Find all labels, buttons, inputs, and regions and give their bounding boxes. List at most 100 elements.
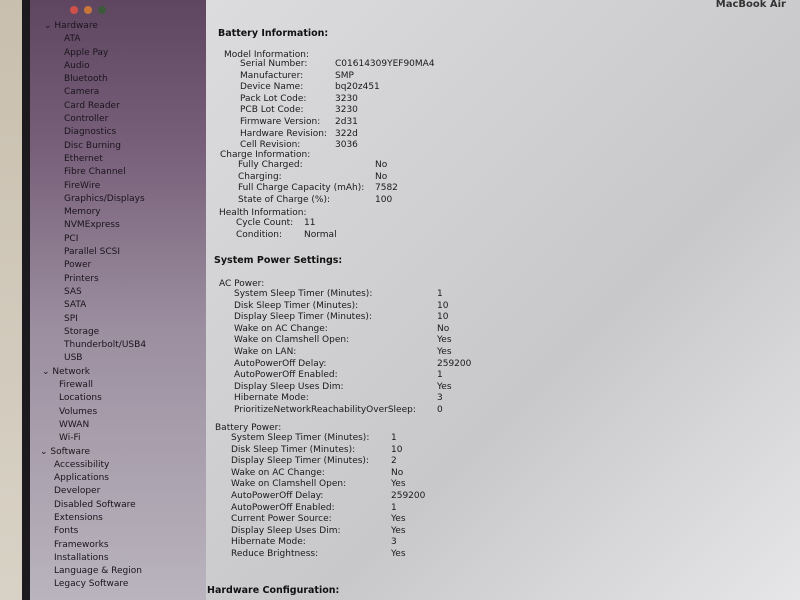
sidebar-item[interactable]: Power bbox=[64, 260, 92, 271]
sidebar-item[interactable]: FireWire bbox=[64, 180, 101, 191]
charge-information-rows: Fully Charged: No Charging: No Full Charge C… bbox=[238, 160, 398, 206]
sidebar-item[interactable]: Audio bbox=[64, 60, 90, 71]
sidebar-item[interactable]: Parallel SCSI bbox=[64, 247, 121, 258]
property-value: 3230 bbox=[335, 105, 358, 116]
sidebar-item[interactable]: Language & Region bbox=[54, 566, 142, 577]
desk-background bbox=[0, 0, 26, 600]
model-information-label: Model Information: bbox=[224, 50, 310, 60]
property-label: Current Power Source: bbox=[231, 514, 332, 525]
property-value: 259200 bbox=[437, 358, 472, 369]
sidebar-item[interactable]: PCI bbox=[64, 233, 79, 244]
property-row: Disk Sleep Timer (Minutes): 10 bbox=[231, 445, 425, 457]
sidebar-section-software[interactable]: ⌄ Software bbox=[40, 446, 91, 457]
sidebar-item[interactable]: Frameworks bbox=[54, 539, 109, 550]
sidebar-item[interactable]: SAS bbox=[64, 286, 82, 297]
property-value: 11 bbox=[304, 218, 316, 228]
sidebar-item[interactable]: Apple Pay bbox=[64, 47, 109, 58]
chevron-down-icon[interactable]: ⌄ bbox=[40, 446, 51, 457]
sidebar-section-hardware[interactable]: ⌄ Hardware bbox=[44, 21, 98, 31]
sidebar-item[interactable]: Diagnostics bbox=[64, 127, 117, 138]
property-value: Yes bbox=[391, 479, 406, 490]
minimize-button[interactable] bbox=[84, 6, 92, 14]
property-label: PCB Lot Code: bbox=[240, 105, 304, 116]
property-value: No bbox=[391, 467, 404, 478]
sidebar-item[interactable]: Legacy Software bbox=[54, 579, 129, 590]
property-label: AutoPowerOff Enabled: bbox=[234, 370, 338, 381]
sidebar-item[interactable]: Printers bbox=[64, 273, 99, 284]
sidebar-item[interactable]: Disc Burning bbox=[64, 140, 121, 151]
property-label: Disk Sleep Timer (Minutes): bbox=[234, 300, 359, 311]
sidebar-item[interactable]: Fonts bbox=[54, 526, 79, 537]
sidebar-section-network[interactable]: ⌄ Network bbox=[42, 366, 90, 377]
property-value: 7582 bbox=[375, 183, 398, 194]
sidebar-item[interactable]: Graphics/Displays bbox=[64, 193, 145, 204]
property-row: Charging: No bbox=[238, 172, 398, 184]
property-row: Wake on Clamshell Open: Yes bbox=[231, 479, 425, 491]
property-label: System Sleep Timer (Minutes): bbox=[234, 289, 373, 299]
property-row: AutoPowerOff Enabled: 1 bbox=[234, 370, 471, 382]
chevron-down-icon[interactable]: ⌄ bbox=[42, 366, 53, 377]
sidebar-item[interactable]: NVMExpress bbox=[64, 220, 120, 231]
sidebar-item[interactable]: Disabled Software bbox=[54, 499, 136, 510]
sidebar-item[interactable]: Controller bbox=[64, 114, 109, 125]
zoom-button[interactable] bbox=[98, 6, 106, 14]
property-value: 1 bbox=[437, 289, 443, 299]
property-value: Yes bbox=[391, 514, 406, 525]
property-value: Yes bbox=[437, 346, 452, 357]
sidebar-item[interactable]: Storage bbox=[64, 326, 100, 337]
sidebar-item[interactable]: Developer bbox=[54, 486, 101, 497]
property-value: Normal bbox=[304, 229, 337, 240]
property-row: Cycle Count: 11 bbox=[236, 218, 337, 230]
property-label: Serial Number: bbox=[240, 59, 308, 69]
sidebar-item[interactable]: Accessibility bbox=[54, 459, 110, 470]
property-row: Fully Charged: No bbox=[238, 160, 398, 172]
property-label: Disk Sleep Timer (Minutes): bbox=[231, 444, 356, 455]
sidebar-item[interactable]: Bluetooth bbox=[64, 74, 108, 85]
sidebar-item[interactable]: USB bbox=[64, 353, 83, 364]
property-value: Yes bbox=[391, 525, 406, 536]
property-label: AutoPowerOff Enabled: bbox=[231, 502, 335, 513]
sidebar-item[interactable]: Fibre Channel bbox=[64, 167, 126, 178]
sidebar-item[interactable]: WWAN bbox=[59, 419, 90, 430]
property-row: AutoPowerOff Enabled: 1 bbox=[231, 503, 425, 515]
sidebar-item[interactable]: SPI bbox=[64, 313, 78, 324]
sidebar-item[interactable]: Memory bbox=[64, 207, 101, 218]
property-row: PrioritizeNetworkReachabilityOverSleep: 0 bbox=[234, 405, 471, 417]
close-button[interactable] bbox=[70, 6, 78, 14]
property-row: Manufacturer: SMP bbox=[240, 71, 435, 83]
sidebar-item[interactable]: Ethernet bbox=[64, 153, 103, 164]
property-row: Hibernate Mode: 3 bbox=[231, 537, 425, 549]
property-label: Pack Lot Code: bbox=[240, 93, 307, 104]
property-row: Full Charge Capacity (mAh): 7582 bbox=[238, 183, 398, 195]
property-row: Cell Revision: 3036 bbox=[240, 140, 435, 152]
property-label: AutoPowerOff Delay: bbox=[234, 358, 327, 369]
property-value: 1 bbox=[391, 433, 397, 443]
property-row: Device Name: bq20z451 bbox=[240, 82, 435, 94]
sidebar-item[interactable]: Firewall bbox=[59, 380, 93, 391]
sidebar-item[interactable]: Volumes bbox=[59, 406, 98, 417]
sidebar-item[interactable]: Extensions bbox=[54, 512, 103, 523]
sidebar-item[interactable]: ATA bbox=[64, 34, 81, 45]
sidebar-item[interactable]: Wi-Fi bbox=[59, 433, 81, 444]
battery-power-rows: System Sleep Timer (Minutes): 1 Disk Sleep… bbox=[231, 433, 425, 561]
property-row: Hibernate Mode: 3 bbox=[234, 393, 471, 405]
property-label: Display Sleep Uses Dim: bbox=[231, 525, 341, 536]
sidebar-item[interactable]: Installations bbox=[54, 552, 109, 563]
sidebar-item[interactable]: Camera bbox=[64, 87, 100, 98]
sidebar-item[interactable]: Thunderbolt/USB4 bbox=[64, 340, 147, 351]
detail-pane: MacBook Air Battery Information: Model I… bbox=[206, 0, 800, 600]
property-row: Firmware Version: 2d31 bbox=[240, 117, 435, 129]
property-value: 1 bbox=[391, 502, 397, 513]
property-label: Firmware Version: bbox=[240, 116, 321, 127]
property-label: Hibernate Mode: bbox=[234, 393, 309, 404]
ac-power-label: AC Power: bbox=[219, 279, 265, 289]
property-label: Hibernate Mode: bbox=[231, 537, 306, 548]
property-label: Wake on AC Change: bbox=[231, 467, 325, 478]
sidebar-item[interactable]: Locations bbox=[59, 393, 102, 404]
property-label: Condition: bbox=[236, 229, 282, 240]
sidebar-item[interactable]: Card Reader bbox=[64, 100, 120, 111]
sidebar-item[interactable]: SATA bbox=[64, 300, 87, 311]
sidebar-item[interactable]: Applications bbox=[54, 473, 109, 484]
property-label: Fully Charged: bbox=[238, 160, 303, 170]
chevron-down-icon[interactable]: ⌄ bbox=[44, 21, 55, 31]
